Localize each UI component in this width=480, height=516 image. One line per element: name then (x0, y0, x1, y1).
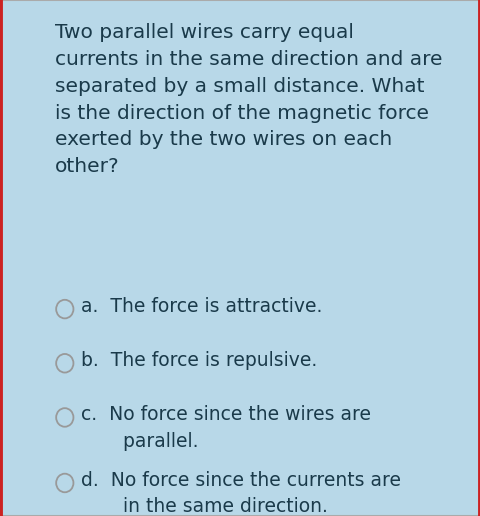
Circle shape (56, 474, 73, 492)
Text: Two parallel wires carry equal
currents in the same direction and are
separated : Two parallel wires carry equal currents … (55, 23, 443, 176)
Circle shape (56, 300, 73, 318)
Text: c.  No force since the wires are
       parallel.: c. No force since the wires are parallel… (81, 405, 371, 450)
Circle shape (56, 354, 73, 373)
Text: b.  The force is repulsive.: b. The force is repulsive. (81, 351, 317, 370)
Text: a.  The force is attractive.: a. The force is attractive. (81, 297, 322, 316)
Circle shape (56, 408, 73, 427)
Text: d.  No force since the currents are
       in the same direction.: d. No force since the currents are in th… (81, 471, 401, 516)
